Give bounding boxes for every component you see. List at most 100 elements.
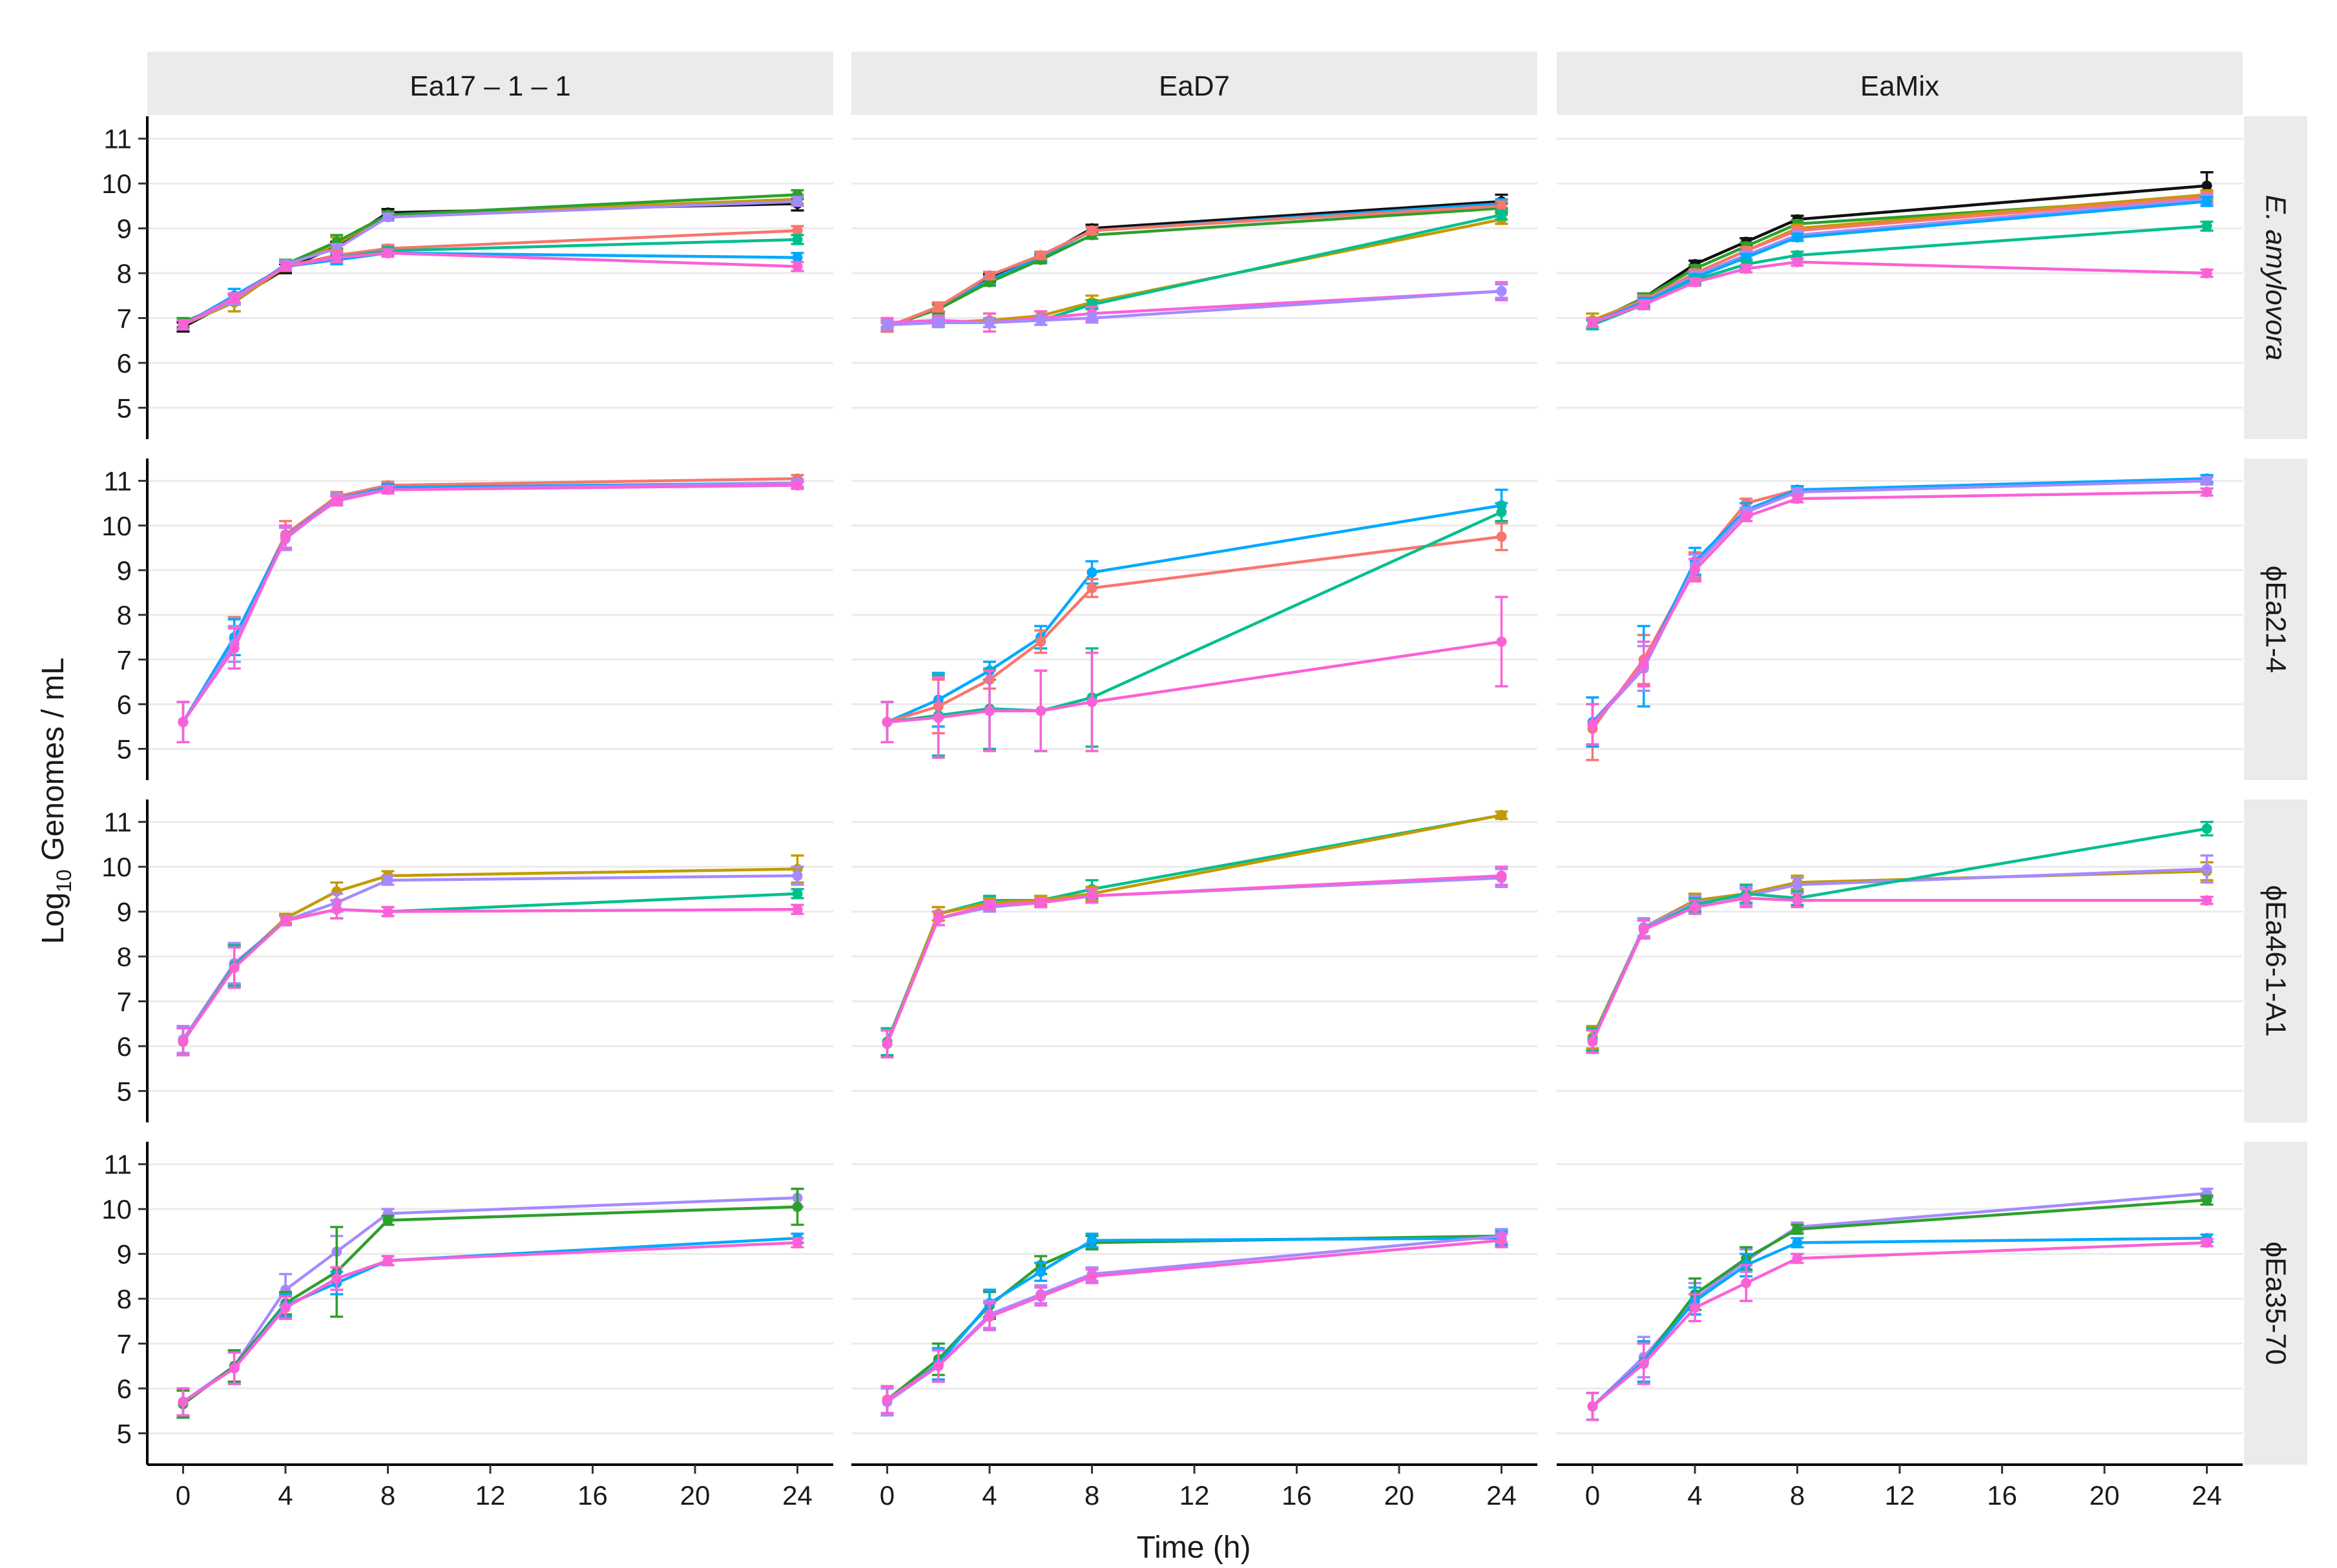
series-magenta xyxy=(1586,1237,2214,1421)
y-tick-label: 9 xyxy=(117,1239,132,1270)
y-tick-label: 8 xyxy=(117,600,132,630)
y-tick-label: 7 xyxy=(117,304,132,334)
column-strip xyxy=(851,52,1537,115)
data-point xyxy=(933,712,944,723)
row-strip xyxy=(2244,1142,2307,1465)
y-tick-label: 10 xyxy=(101,1194,132,1224)
y-axis-title-subscript: 10 xyxy=(52,869,76,892)
data-point xyxy=(1638,924,1649,935)
data-point xyxy=(178,717,189,728)
series-line xyxy=(886,1234,1502,1401)
data-point xyxy=(882,319,893,330)
y-axis-title: Log10 Genomes / mL xyxy=(36,657,76,944)
series-line xyxy=(886,204,1502,329)
data-point xyxy=(1689,1302,1700,1313)
series-line xyxy=(1592,195,2207,324)
data-point xyxy=(792,904,803,915)
data-point xyxy=(984,1311,995,1322)
series-magenta xyxy=(176,480,804,743)
series-line xyxy=(1591,479,2207,726)
data-point xyxy=(1741,1277,1752,1288)
data-point xyxy=(280,915,291,926)
data-point xyxy=(280,1302,291,1313)
data-point xyxy=(1086,583,1097,593)
x-tick-label: 12 xyxy=(1885,1480,1915,1511)
data-point xyxy=(792,480,803,491)
series-line xyxy=(182,251,798,326)
panel xyxy=(176,189,804,333)
data-point xyxy=(1035,705,1046,716)
data-point xyxy=(1587,317,1598,328)
data-point xyxy=(1792,493,1803,504)
panel xyxy=(1586,171,2214,331)
series-magenta xyxy=(1586,256,2214,329)
y-tick-label: 10 xyxy=(101,511,132,541)
data-point xyxy=(2201,475,2212,486)
data-point xyxy=(792,234,803,245)
data-point xyxy=(1496,209,1507,220)
data-point xyxy=(1035,1266,1046,1277)
data-point xyxy=(1638,659,1649,670)
data-point xyxy=(984,705,995,716)
panel xyxy=(880,810,1508,1059)
data-point xyxy=(1496,810,1507,821)
x-tick-label: 20 xyxy=(2090,1480,2120,1511)
y-tick-label: 6 xyxy=(117,1031,132,1062)
data-point xyxy=(229,643,240,654)
data-point xyxy=(792,871,803,882)
data-point xyxy=(331,252,342,263)
data-point xyxy=(331,495,342,506)
data-point xyxy=(792,261,803,272)
data-point xyxy=(2201,895,2212,906)
data-point xyxy=(382,484,393,495)
data-point xyxy=(1496,200,1507,211)
data-point xyxy=(382,1215,393,1226)
y-tick-label: 11 xyxy=(103,1150,132,1180)
row-strip xyxy=(2244,459,2307,780)
data-point xyxy=(1587,1037,1598,1047)
data-point xyxy=(792,252,803,263)
series-magenta xyxy=(880,865,1508,1059)
facet-strips: Ea17 – 1 – 1 EaD7 EaMix E. amylovora ϕEa21-4… xyxy=(147,52,2307,1465)
data-point xyxy=(792,196,803,207)
data-point xyxy=(1086,225,1097,236)
data-point xyxy=(1792,895,1803,906)
data-point xyxy=(382,875,393,885)
x-tick-label: 12 xyxy=(475,1480,506,1511)
y-tick-label: 9 xyxy=(117,555,132,586)
data-point xyxy=(2201,268,2212,279)
x-tick-label: 8 xyxy=(1085,1480,1099,1511)
data-point xyxy=(178,319,189,330)
data-point xyxy=(1035,250,1046,261)
y-tick-label: 6 xyxy=(117,1374,132,1404)
y-tick-label: 11 xyxy=(103,807,132,838)
x-axis-title: Time (h) xyxy=(1137,1531,1251,1565)
data-point xyxy=(2201,1195,2212,1206)
x-tick-label: 8 xyxy=(1790,1480,1805,1511)
data-point xyxy=(1496,531,1507,542)
y-tick-label: 11 xyxy=(103,124,132,154)
y-tick-label: 5 xyxy=(117,734,132,765)
data-point xyxy=(1496,636,1507,647)
y-tick-label: 10 xyxy=(101,169,132,199)
facet-panels xyxy=(147,138,2243,1434)
data-point xyxy=(984,900,995,911)
data-point xyxy=(178,1037,189,1047)
column-strip-label: Ea17 – 1 – 1 xyxy=(410,70,571,102)
data-point xyxy=(331,904,342,915)
data-point xyxy=(792,1201,803,1212)
series-line xyxy=(886,207,1502,329)
data-point xyxy=(2201,823,2212,834)
panel xyxy=(176,854,804,1057)
series-line xyxy=(182,484,798,723)
y-tick-label: 10 xyxy=(101,852,132,882)
series-magenta xyxy=(176,1237,804,1417)
series-magenta xyxy=(1586,888,2214,1055)
series-line xyxy=(182,907,798,1043)
y-tick-label: 8 xyxy=(117,258,132,289)
x-tick-label: 12 xyxy=(1179,1480,1210,1511)
axes: 5 6 7 8 9 10 11 5 6 7 8 9 10 11 5 6 7 8 9 10 11 5 6 7 8 9 10 11 0 4 8 1… xyxy=(101,116,2243,1511)
data-point xyxy=(882,1394,893,1405)
y-axis-title-prefix: Log xyxy=(36,892,70,944)
x-tick-label: 4 xyxy=(1687,1480,1702,1511)
